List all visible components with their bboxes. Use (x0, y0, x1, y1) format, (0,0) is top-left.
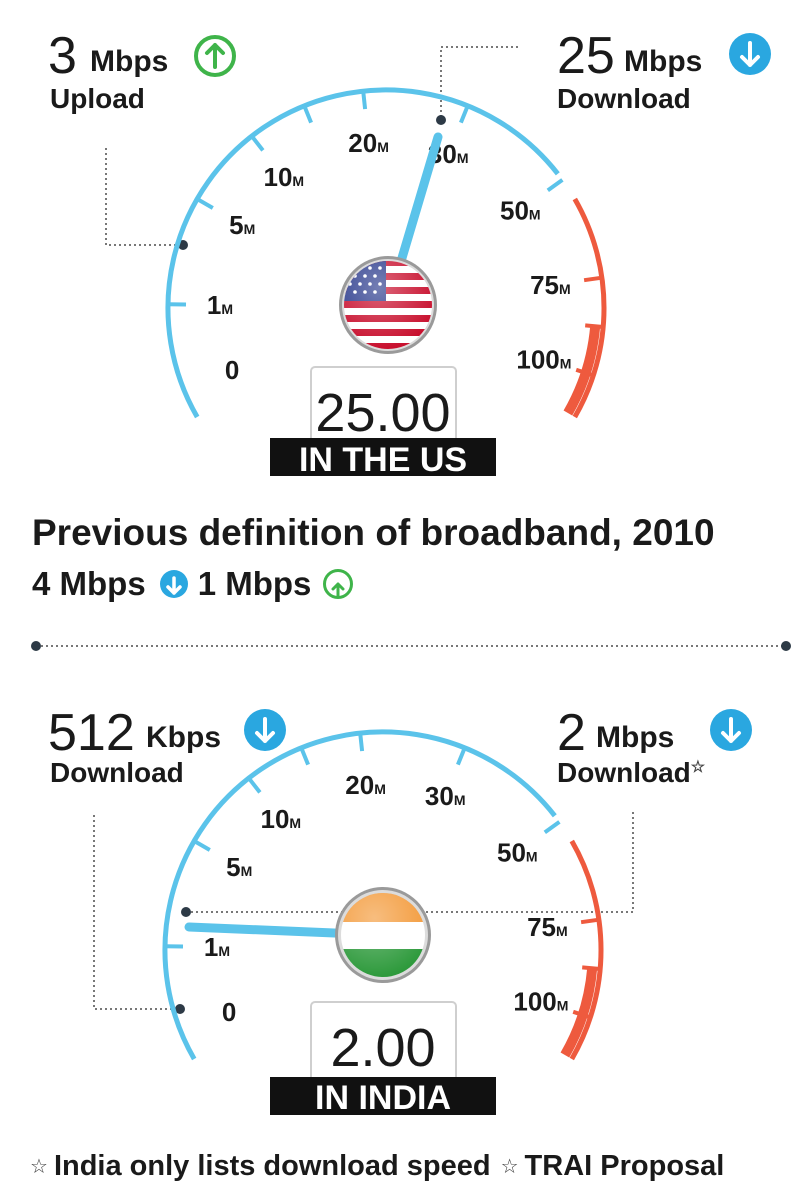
footnote-right: TRAI Proposal (524, 1150, 725, 1182)
india-banner (270, 1077, 496, 1115)
footnote-star-icon: ☆ (500, 1156, 519, 1178)
gauge-blue-arc (162, 729, 557, 1061)
gauge-tick (459, 105, 470, 124)
gauge-tick-label: 5M (226, 852, 252, 882)
india-readout: 2.00 (330, 1018, 435, 1078)
gauge-tick (543, 820, 561, 835)
gauge-tick (585, 323, 604, 329)
gauge-tick (196, 197, 214, 210)
gauge-tick-label: 75M (527, 912, 568, 942)
left-leader-line (93, 815, 180, 1010)
india-right-unit: Mbps (596, 721, 674, 754)
gauge-tick-label: 50M (500, 195, 541, 225)
gauge-tick (575, 367, 594, 378)
gauge-tick-label: 100M (516, 344, 571, 374)
gauge-tick (580, 917, 600, 925)
us-banner (270, 438, 496, 476)
gauge-tick (456, 747, 467, 766)
previous-download-value: 4 Mbps (32, 565, 146, 602)
download-arrow-icon (710, 709, 752, 751)
us-upload-label: Upload (50, 83, 145, 114)
gauge-tick-label: 75M (530, 270, 571, 300)
india-right-label: Download☆ (557, 757, 706, 788)
india-right-value: 2 (557, 704, 586, 762)
gauge-tick (299, 747, 310, 766)
upload-leader-line (105, 148, 183, 246)
us-download-value: 25 (557, 27, 615, 85)
download-arrow-icon (244, 709, 286, 751)
download-arrow-icon (729, 33, 771, 75)
previous-definition-values: 4 Mbps 1 Mbps (32, 565, 354, 603)
gauge-tick (358, 732, 365, 752)
left-marker-dot (175, 1004, 185, 1014)
india-left-unit: Kbps (146, 721, 221, 754)
india-flag-icon (335, 887, 431, 983)
india-gauge: 0 1M 5M 10M 20M 30M 50M 75M 100M 2.00 IN INDIA 5… (48, 704, 752, 1117)
gauge-tick (361, 90, 368, 110)
gauge-tick-label: 0 (225, 355, 239, 385)
right-marker-dot (181, 907, 191, 917)
download-marker-dot (436, 115, 446, 125)
section-divider (31, 641, 791, 651)
upload-arrow-icon (323, 569, 354, 599)
india-left-value: 512 (48, 704, 135, 762)
gauge-tick-label: 1M (207, 290, 233, 320)
us-readout: 25.00 (315, 383, 450, 443)
gauge-red-arc (572, 197, 607, 419)
gauge-tick-label: 0 (222, 997, 236, 1027)
india-left-label: Download (50, 757, 184, 788)
us-upload-value: 3 (48, 27, 77, 85)
us-download-label: Download (557, 83, 691, 114)
footnote-left: India only lists download speed (53, 1150, 491, 1182)
india-banner-text: IN INDIA (315, 1079, 451, 1117)
gauge-tick-label: 10M (261, 804, 302, 834)
upload-arrow-icon (194, 35, 236, 77)
us-upload-unit: Mbps (90, 45, 168, 78)
gauge-tick-label: 20M (348, 128, 389, 158)
right-leader-line (186, 812, 634, 913)
gauge-tick (546, 178, 564, 193)
gauge-tick (572, 1009, 591, 1020)
gauge-tick-label: 1M (204, 932, 230, 962)
footnote: ☆ India only lists download speed ☆ TRAI… (30, 1150, 724, 1183)
gauge-tick-label: 30M (425, 781, 466, 811)
us-banner-text: IN THE US (299, 441, 467, 479)
previous-definition-title: Previous definition of broadband, 2010 (32, 512, 715, 553)
gauge-tick (247, 776, 262, 794)
footnote-star-icon: ☆ (691, 759, 706, 776)
gauge-tick (583, 275, 603, 283)
gauge-tick-label: 5M (229, 210, 255, 240)
gauge-blue-arc (165, 87, 560, 419)
gauge-red-arc (569, 839, 604, 1061)
gauge-tick (302, 105, 313, 124)
us-download-unit: Mbps (624, 45, 702, 78)
usa-flag-icon (339, 256, 437, 354)
gauge-tick (193, 839, 211, 852)
gauge-tick-label: 10M (264, 162, 305, 192)
gauge-tick-label: 20M (345, 770, 386, 800)
gauge-tick (250, 134, 265, 152)
footnote-star-icon: ☆ (30, 1156, 48, 1178)
previous-upload-value: 1 Mbps (197, 565, 312, 602)
gauge-tick-label: 100M (513, 986, 568, 1016)
gauge-tick (582, 965, 601, 971)
gauge-tick-label: 50M (497, 837, 538, 867)
download-arrow-icon (159, 570, 188, 598)
